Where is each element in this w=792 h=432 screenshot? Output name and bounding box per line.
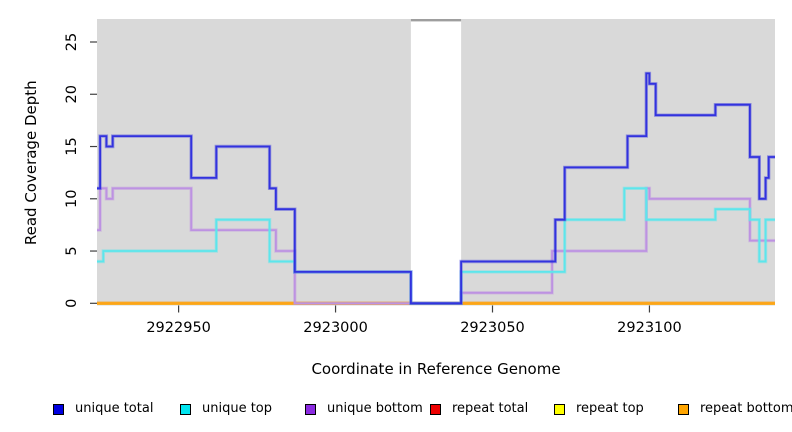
x-axis-tick-label: 2923100 xyxy=(617,320,682,336)
series-line-unique-bottom xyxy=(97,187,775,305)
y-axis-tick-label: 10 xyxy=(64,190,80,208)
x-axis-tick-label: 2922950 xyxy=(146,320,211,336)
masked-region xyxy=(410,19,462,304)
x-axis-tick-label: 2923000 xyxy=(303,320,368,336)
series-line-unique-total xyxy=(97,72,775,305)
y-axis-tick-label: 0 xyxy=(64,299,80,308)
y-axis-title: Read Coverage Depth xyxy=(22,79,40,245)
y-axis-tick-label: 20 xyxy=(64,85,80,103)
x-axis-tick-label: 2923050 xyxy=(460,320,525,336)
x-axis-title: Coordinate in Reference Genome xyxy=(311,360,561,378)
y-axis-tick-label: 25 xyxy=(64,33,80,51)
series-line-unique-top xyxy=(97,187,775,305)
y-axis-tick-label: 15 xyxy=(64,137,80,155)
y-axis-tick-label: 5 xyxy=(64,246,80,255)
masked-region-cap xyxy=(410,19,462,22)
